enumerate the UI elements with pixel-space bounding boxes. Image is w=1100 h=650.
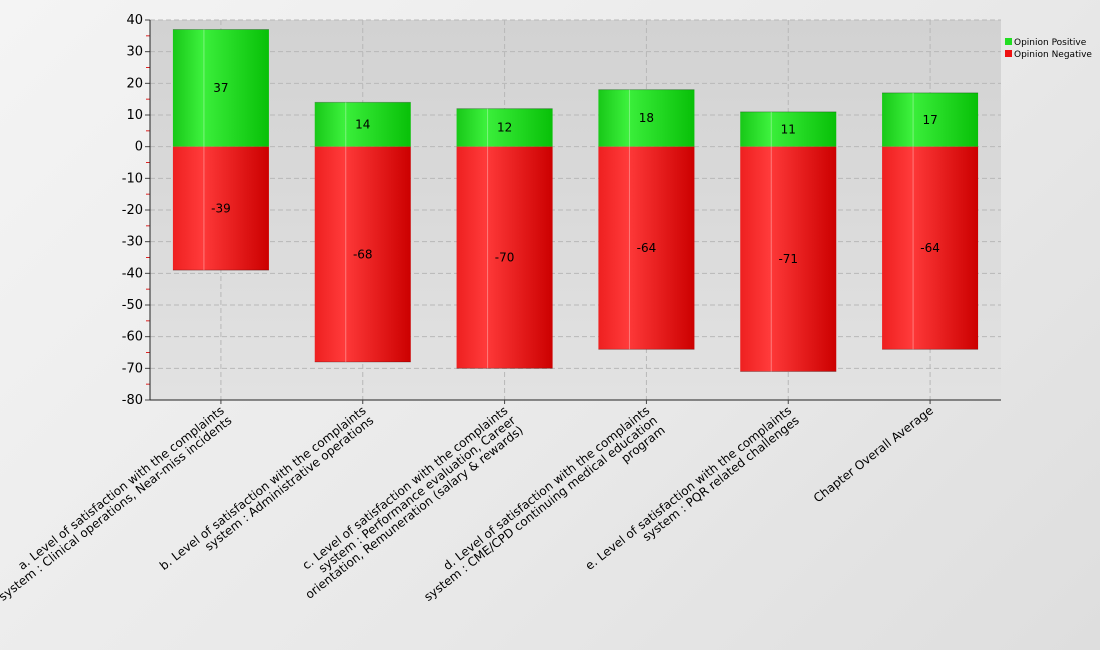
- bar-opinion-negative: [882, 146, 979, 350]
- data-label: -71: [778, 252, 798, 266]
- legend-label: Opinion Positive: [1014, 38, 1087, 48]
- y-tick-label: -70: [122, 361, 143, 376]
- bar-opinion-positive: [456, 108, 553, 147]
- y-tick-label: -50: [122, 298, 143, 313]
- data-label: -39: [211, 201, 231, 215]
- y-tick-label: 20: [126, 76, 143, 91]
- y-tick-label: -20: [122, 203, 143, 218]
- category-label-group: a. Level of satisfaction with the compla…: [0, 403, 234, 603]
- bar-opinion-negative: [740, 146, 837, 372]
- y-tick-label: 10: [126, 108, 143, 123]
- data-label: 11: [781, 122, 796, 136]
- legend-label: Opinion Negative: [1014, 50, 1092, 60]
- bar-opinion-negative: [314, 146, 411, 362]
- bar-opinion-positive: [740, 111, 837, 147]
- bar-opinion-positive: [882, 92, 979, 147]
- bar-opinion-negative: [456, 146, 553, 369]
- category-label-group: Chapter Overall Average: [811, 403, 936, 505]
- legend-swatch: [1005, 38, 1012, 45]
- data-label: -64: [920, 241, 940, 255]
- bar-opinion-negative: [598, 146, 695, 350]
- bar-opinion-positive: [172, 29, 269, 147]
- legend: Opinion Positive Opinion Negative: [1005, 38, 1092, 60]
- data-label: -68: [353, 247, 373, 261]
- category-label-group: d. Level of satisfaction with the compla…: [421, 403, 667, 604]
- y-tick-label: -10: [122, 171, 143, 186]
- y-axis-tick-labels: 40 30 20 10 0 -10 -20 -30 -40 -50 -60 -70 -80: [122, 13, 143, 408]
- legend-swatch: [1005, 50, 1012, 57]
- y-tick-label: -30: [122, 235, 143, 250]
- data-label: -64: [637, 241, 657, 255]
- bar-opinion-positive: [314, 102, 411, 147]
- data-label: 17: [922, 113, 937, 127]
- y-tick-label: 30: [126, 45, 143, 60]
- category-label-line: Chapter Overall Average: [811, 403, 936, 505]
- y-tick-label: -80: [122, 393, 143, 408]
- bar-opinion-positive: [598, 89, 695, 147]
- data-label: 12: [497, 121, 512, 135]
- x-axis-category-labels: a. Level of satisfaction with the compla…: [0, 403, 936, 604]
- y-tick-label: -40: [122, 266, 143, 281]
- axes: [145, 19, 1001, 404]
- data-label: 37: [213, 81, 228, 95]
- bars: 37 14 12 18 11 17 -39 -68 -70 -64 -71 -64: [172, 29, 979, 372]
- data-label: 14: [355, 118, 370, 132]
- data-label: -70: [495, 251, 515, 265]
- bar-opinion-negative: [172, 146, 269, 271]
- data-label: 18: [639, 111, 654, 125]
- y-tick-label: 0: [135, 140, 143, 155]
- category-label-line: system : Clinical operations, Near-miss …: [0, 413, 234, 604]
- y-tick-label: 40: [126, 13, 143, 28]
- y-tick-label: -60: [122, 330, 143, 345]
